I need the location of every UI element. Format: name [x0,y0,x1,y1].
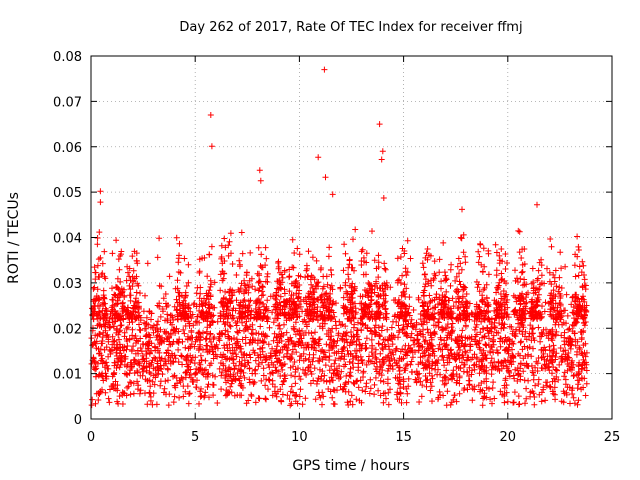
chart-title: Day 262 of 2017, Rate Of TEC Index for r… [179,20,522,35]
x-tick-label: 5 [191,430,199,445]
data-points [88,66,590,409]
y-tick-label: 0.02 [53,322,82,337]
x-axis-label: GPS time / hours [292,458,409,474]
y-tick-label: 0 [74,413,82,428]
grid-lines [91,56,612,419]
y-tick-label: 0.04 [53,232,82,247]
y-tick-label: 0.07 [53,95,82,110]
x-tick-label: 10 [291,430,308,445]
x-tick-label: 0 [87,430,95,445]
x-tick-label: 20 [500,430,517,445]
y-tick-label: 0.08 [53,50,82,65]
x-tick-label: 25 [604,430,621,445]
axis-ticks [90,55,613,420]
y-tick-label: 0.05 [53,186,82,201]
y-tick-label: 0.03 [53,277,82,292]
roti-point-markers [88,66,590,409]
y-tick-label: 0.06 [53,141,82,156]
x-tick-label: 15 [395,430,412,445]
x-tick-labels: 0 5 10 15 20 25 [87,430,620,445]
y-axis-label: ROTI / TECUs [6,192,22,284]
y-tick-label: 0.01 [53,368,82,383]
y-tick-labels: 0 0.01 0.02 0.03 0.04 0.05 0.06 0.07 0.08 [53,50,82,428]
